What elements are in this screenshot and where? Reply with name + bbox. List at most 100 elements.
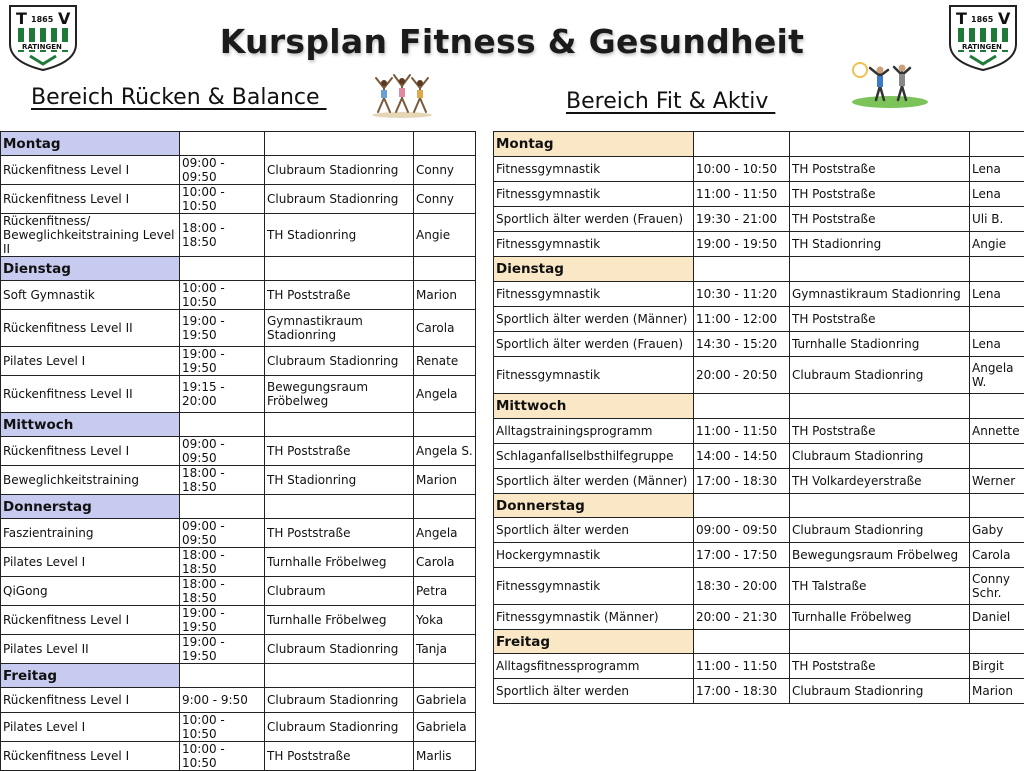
course-place: Gymnastikraum Stadionring	[790, 282, 970, 307]
empty-cell	[265, 495, 414, 519]
course-place: Clubraum	[265, 577, 414, 606]
course-place: TH Poststraße	[790, 207, 970, 232]
course-name: Alltagsfitnessprogramm	[494, 654, 694, 679]
course-name: Fitnessgymnastik	[494, 232, 694, 257]
course-trainer: Yoka	[414, 606, 476, 635]
course-name: Sportlich älter werden (Männer)	[494, 469, 694, 494]
course-place: TH Stadionring	[265, 214, 414, 257]
course-place: Clubraum Stadionring	[265, 347, 414, 376]
course-trainer: Carola	[414, 310, 476, 347]
section-title-fit: Bereich Fit & Aktiv	[566, 89, 775, 114]
course-trainer: Marion	[970, 679, 1024, 704]
course-name: Rückenfitness Level I	[1, 688, 180, 713]
course-trainer: Angela S.	[414, 437, 476, 466]
course-trainer-line-2: Schr.	[972, 586, 1001, 600]
course-trainer: Lena	[970, 332, 1024, 357]
empty-cell	[694, 132, 790, 157]
course-time: 17:00 - 18:30	[694, 469, 790, 494]
empty-cell	[970, 630, 1024, 654]
empty-cell	[790, 630, 970, 654]
day-row: Donnerstag	[494, 494, 1024, 518]
course-time: 19:00 - 19:50	[180, 635, 265, 664]
course-time: 09:00 - 09:50	[694, 518, 790, 543]
course-time: 09:00 - 09:50	[180, 437, 265, 466]
course-trainer: Petra	[414, 577, 476, 606]
course-row: Sportlich älter werden (Männer)17:00 - 1…	[494, 469, 1024, 494]
course-trainer: Renate	[414, 347, 476, 376]
empty-cell	[180, 257, 265, 281]
course-trainer: Carola	[970, 543, 1024, 568]
course-trainer: Uli B.	[970, 207, 1024, 232]
course-trainer: Carola	[414, 548, 476, 577]
course-trainer	[970, 444, 1024, 469]
course-name: Fitnessgymnastik (Männer)	[494, 605, 694, 630]
course-name: Fitnessgymnastik	[494, 357, 694, 394]
course-trainer: Conny	[414, 185, 476, 214]
course-time: 19:15 - 20:00	[180, 376, 265, 413]
day-label: Mittwoch	[1, 413, 180, 437]
course-time: 14:30 - 15:20	[694, 332, 790, 357]
course-place: Turnhalle Fröbelweg	[265, 606, 414, 635]
day-row: Montag	[1, 132, 476, 156]
course-trainer: Angela	[414, 376, 476, 413]
course-name: Rückenfitness Level I	[1, 185, 180, 214]
course-place: TH Poststraße	[790, 419, 970, 444]
course-name: Pilates Level I	[1, 347, 180, 376]
course-name: Schlaganfallselbsthilfegruppe	[494, 444, 694, 469]
course-time: 18:30 - 20:00	[694, 568, 790, 605]
course-time: 10:00 - 10:50	[180, 185, 265, 214]
day-label: Dienstag	[494, 257, 694, 282]
course-time: 19:30 - 21:00	[694, 207, 790, 232]
empty-cell	[180, 413, 265, 437]
course-place: Clubraum Stadionring	[265, 713, 414, 742]
empty-cell	[180, 132, 265, 156]
course-name: Rückenfitness Level I	[1, 156, 180, 185]
empty-cell	[414, 664, 476, 688]
empty-cell	[694, 494, 790, 518]
course-name: Beweglichkeitstraining	[1, 466, 180, 495]
course-name: Pilates Level II	[1, 635, 180, 664]
day-row: Mittwoch	[494, 394, 1024, 419]
course-row: Sportlich älter werden (Frauen)14:30 - 1…	[494, 332, 1024, 357]
empty-cell	[414, 495, 476, 519]
empty-cell	[790, 257, 970, 282]
day-row: Freitag	[494, 630, 1024, 654]
day-label: Montag	[494, 132, 694, 157]
empty-cell	[265, 257, 414, 281]
course-time: 11:00 - 11:50	[694, 654, 790, 679]
course-time: 17:00 - 18:30	[694, 679, 790, 704]
course-time: 20:00 - 20:50	[694, 357, 790, 394]
section-title-ruecken: Bereich Rücken & Balance	[31, 85, 327, 110]
course-name: Rückenfitness Level II	[1, 310, 180, 347]
course-trainer: Marlis	[414, 742, 476, 771]
course-trainer: Marion	[414, 281, 476, 310]
course-time: 11:00 - 11:50	[694, 419, 790, 444]
course-place: Turnhalle Fröbelweg	[265, 548, 414, 577]
course-place: Bewegungsraum Fröbelweg	[790, 543, 970, 568]
empty-cell	[265, 413, 414, 437]
course-place: TH Poststraße	[265, 519, 414, 548]
course-time: 18:00 - 18:50	[180, 214, 265, 257]
empty-cell	[970, 394, 1024, 419]
course-place: Turnhalle Fröbelweg	[790, 605, 970, 630]
day-label: Mittwoch	[494, 394, 694, 419]
course-name: Rückenfitness/Beweglichkeitstraining Lev…	[1, 214, 180, 257]
course-place: TH Poststraße	[790, 182, 970, 207]
course-place: TH Volkardeyerstraße	[790, 469, 970, 494]
empty-cell	[265, 664, 414, 688]
day-row: Montag	[494, 132, 1024, 157]
course-name: Sportlich älter werden (Frauen)	[494, 207, 694, 232]
empty-cell	[790, 494, 970, 518]
empty-cell	[694, 257, 790, 282]
